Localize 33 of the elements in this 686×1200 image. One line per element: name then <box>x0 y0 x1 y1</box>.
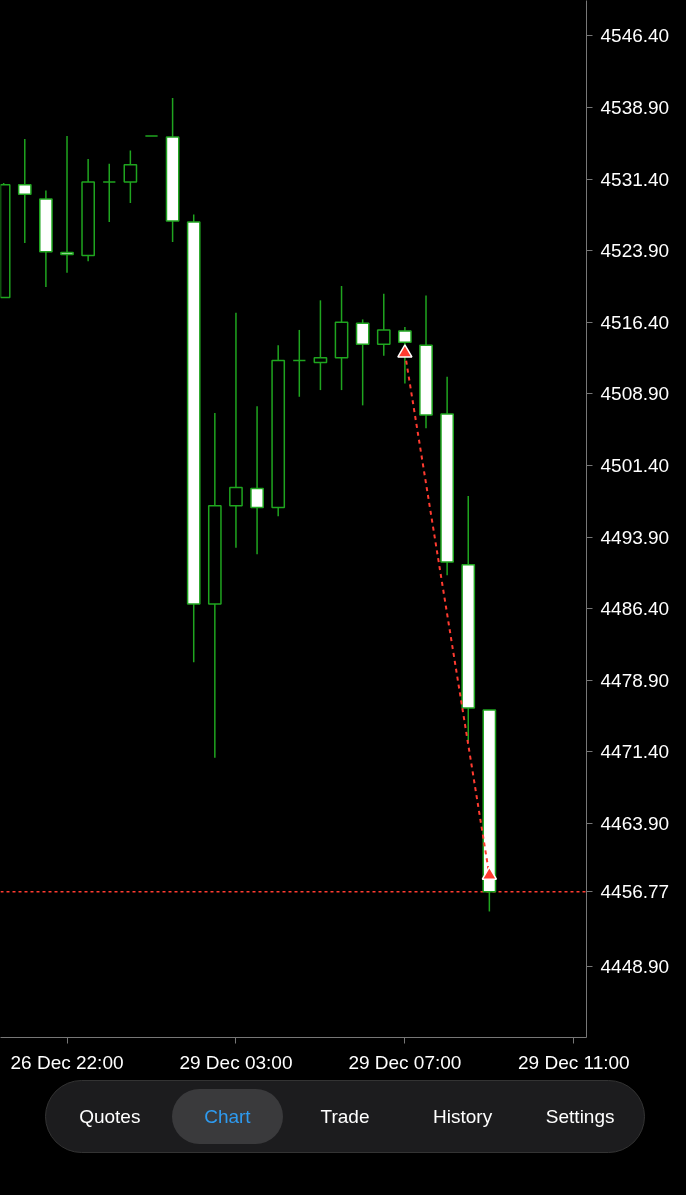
ref-line-label: 4456.77 <box>600 881 670 903</box>
candlestick <box>123 149 138 204</box>
y-tick-label: 4501.40 <box>600 455 670 477</box>
y-tick-label: 4523.90 <box>600 240 670 262</box>
y-tick-label: 4531.40 <box>600 168 670 190</box>
candlestick <box>229 312 243 549</box>
text: Trade <box>319 1105 371 1129</box>
candlestick <box>102 163 117 223</box>
y-tick-label: 4508.90 <box>600 383 670 405</box>
x-tick-label: 29 Dec 11:00 <box>518 1051 630 1073</box>
text: Quotes <box>78 1105 142 1129</box>
candlestick <box>313 299 328 391</box>
text: Settings <box>544 1105 616 1129</box>
candlestick <box>292 329 307 398</box>
y-tick-label: 4463.90 <box>600 813 670 835</box>
candlestick <box>250 405 264 556</box>
text: Chart <box>171 1089 284 1145</box>
y-tick-label: 4471.40 <box>600 741 670 763</box>
text: History <box>432 1105 494 1129</box>
y-tick-label: 4486.40 <box>600 598 670 620</box>
x-tick-label: 29 Dec 07:00 <box>348 1051 462 1073</box>
x-tick-label: 29 Dec 03:00 <box>179 1051 293 1073</box>
y-tick-label: 4493.90 <box>600 526 670 548</box>
y-tick-label: 4538.90 <box>600 96 670 118</box>
candlestick <box>17 138 32 244</box>
y-tick-label: 4478.90 <box>600 669 670 691</box>
x-tick-label: 26 Dec 22:00 <box>10 1051 124 1073</box>
candlestick <box>376 292 391 357</box>
candlestick <box>60 135 74 274</box>
candlestick <box>355 318 370 407</box>
y-tick-label: 4546.40 <box>600 25 670 47</box>
y-tick-label: 4448.90 <box>600 956 670 978</box>
y-tick-label: 4516.40 <box>600 311 670 333</box>
